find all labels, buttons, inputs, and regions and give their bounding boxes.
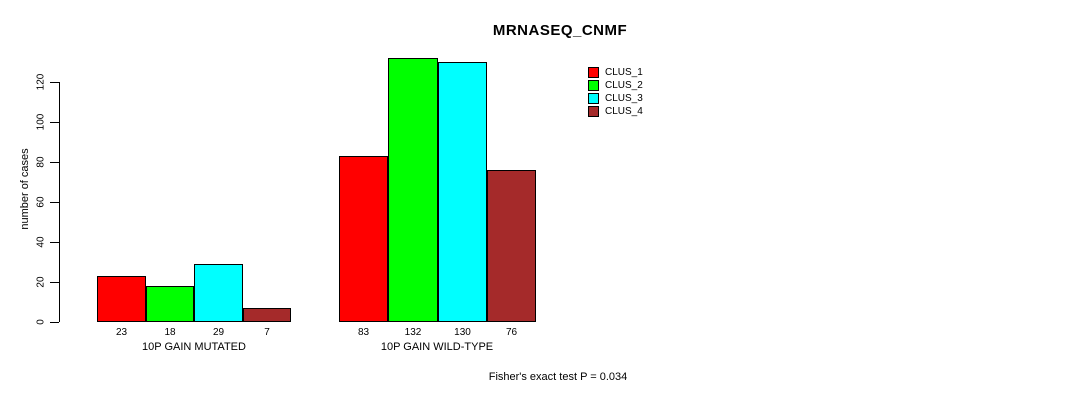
bar-clus_1-group2 [339, 156, 388, 322]
stat-annotation: Fisher's exact test P = 0.034 [488, 371, 628, 383]
y-axis-tick [50, 322, 59, 323]
y-axis-title: number of cases [19, 148, 31, 230]
y-axis-tick-label: 0 [35, 319, 47, 325]
legend-item-clus_1: CLUS_1 [588, 66, 643, 79]
chart-title: MRNASEQ_CNMF [492, 22, 628, 39]
legend-label: CLUS_2 [605, 80, 643, 91]
y-axis-tick-label: 120 [35, 73, 47, 91]
bar-value-label: 23 [115, 327, 128, 338]
bar-clus_1-group1 [97, 276, 146, 322]
legend-item-clus_4: CLUS_4 [588, 105, 643, 118]
bar-value-label: 130 [454, 327, 471, 338]
bar-value-label: 132 [404, 327, 422, 338]
y-axis-tick [50, 82, 59, 83]
legend-label: CLUS_3 [605, 93, 643, 104]
y-axis-tick [50, 282, 59, 283]
x-axis-category-label-mutated: 10P GAIN MUTATED [142, 341, 246, 353]
bar-value-label: 76 [505, 327, 518, 338]
legend-swatch-clus_1 [588, 67, 599, 78]
bar-value-label: 18 [164, 327, 176, 338]
bar-clus_2-group1 [146, 286, 194, 322]
bar-clus_3-group1 [194, 264, 243, 322]
legend-label: CLUS_4 [605, 106, 643, 117]
y-axis-tick-label: 60 [35, 196, 47, 208]
bar-value-label: 29 [212, 327, 225, 338]
y-axis-line [59, 82, 60, 322]
x-axis-category-label-wild-type: 10P GAIN WILD-TYPE [380, 341, 494, 353]
y-axis-tick [50, 202, 59, 203]
bar-clus_3-group2 [438, 62, 487, 322]
legend: CLUS_1 CLUS_2 CLUS_3 CLUS_4 [588, 66, 643, 118]
y-axis-tick-label: 40 [35, 236, 47, 248]
legend-swatch-clus_3 [588, 93, 599, 104]
bar-clus_4-group2 [487, 170, 536, 322]
legend-item-clus_2: CLUS_2 [588, 79, 643, 92]
y-axis-tick [50, 242, 59, 243]
y-axis-tick-label: 100 [35, 113, 47, 131]
legend-item-clus_3: CLUS_3 [588, 92, 643, 105]
legend-label: CLUS_1 [605, 67, 643, 78]
bar-clus_2-group2 [388, 58, 438, 322]
legend-swatch-clus_2 [588, 80, 599, 91]
y-axis-tick-label: 80 [35, 156, 47, 168]
bar-value-label: 83 [357, 327, 370, 338]
bar-value-label: 7 [264, 327, 270, 338]
y-axis-tick-label: 20 [35, 276, 47, 288]
y-axis-tick [50, 162, 59, 163]
y-axis-tick [50, 122, 59, 123]
bar-clus_4-group1 [243, 308, 291, 322]
legend-swatch-clus_4 [588, 106, 599, 117]
